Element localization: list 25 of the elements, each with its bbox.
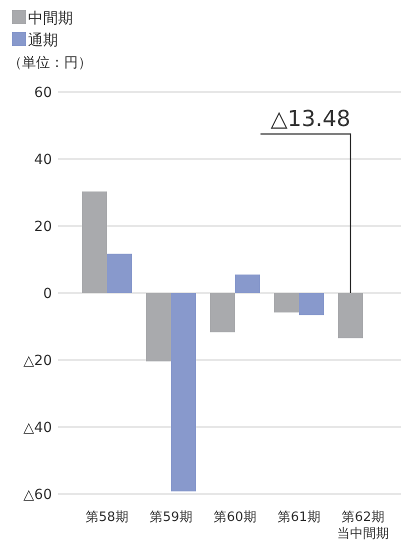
bar	[299, 293, 324, 316]
y-tick-label: △20	[23, 353, 52, 369]
x-tick-label: 第59期	[150, 510, 192, 525]
y-tick-label: 20	[34, 219, 52, 235]
bar	[210, 293, 235, 332]
y-tick-label: △40	[23, 420, 52, 436]
y-tick-label: △60	[23, 487, 52, 503]
y-tick-label: 60	[34, 85, 52, 101]
annotation: △13.48	[270, 107, 350, 132]
y-tick-label: 0	[43, 286, 52, 302]
legend-label: 通期	[28, 31, 58, 49]
x-tick-label: 第60期	[214, 510, 256, 525]
bar	[338, 293, 363, 338]
y-axis-title: （単位：円）	[8, 55, 92, 71]
legend-label: 中間期	[28, 9, 73, 27]
x-tick-label: 第58期	[86, 510, 128, 525]
y-tick-label: 40	[34, 152, 52, 168]
bar	[107, 254, 132, 293]
bar	[171, 293, 196, 492]
bar	[82, 191, 107, 293]
x-tick-label: 第61期	[278, 510, 320, 525]
bar	[235, 274, 260, 293]
bar	[146, 293, 171, 362]
bar	[274, 293, 299, 312]
x-tick-label: 第62期当中間期	[337, 510, 389, 541]
